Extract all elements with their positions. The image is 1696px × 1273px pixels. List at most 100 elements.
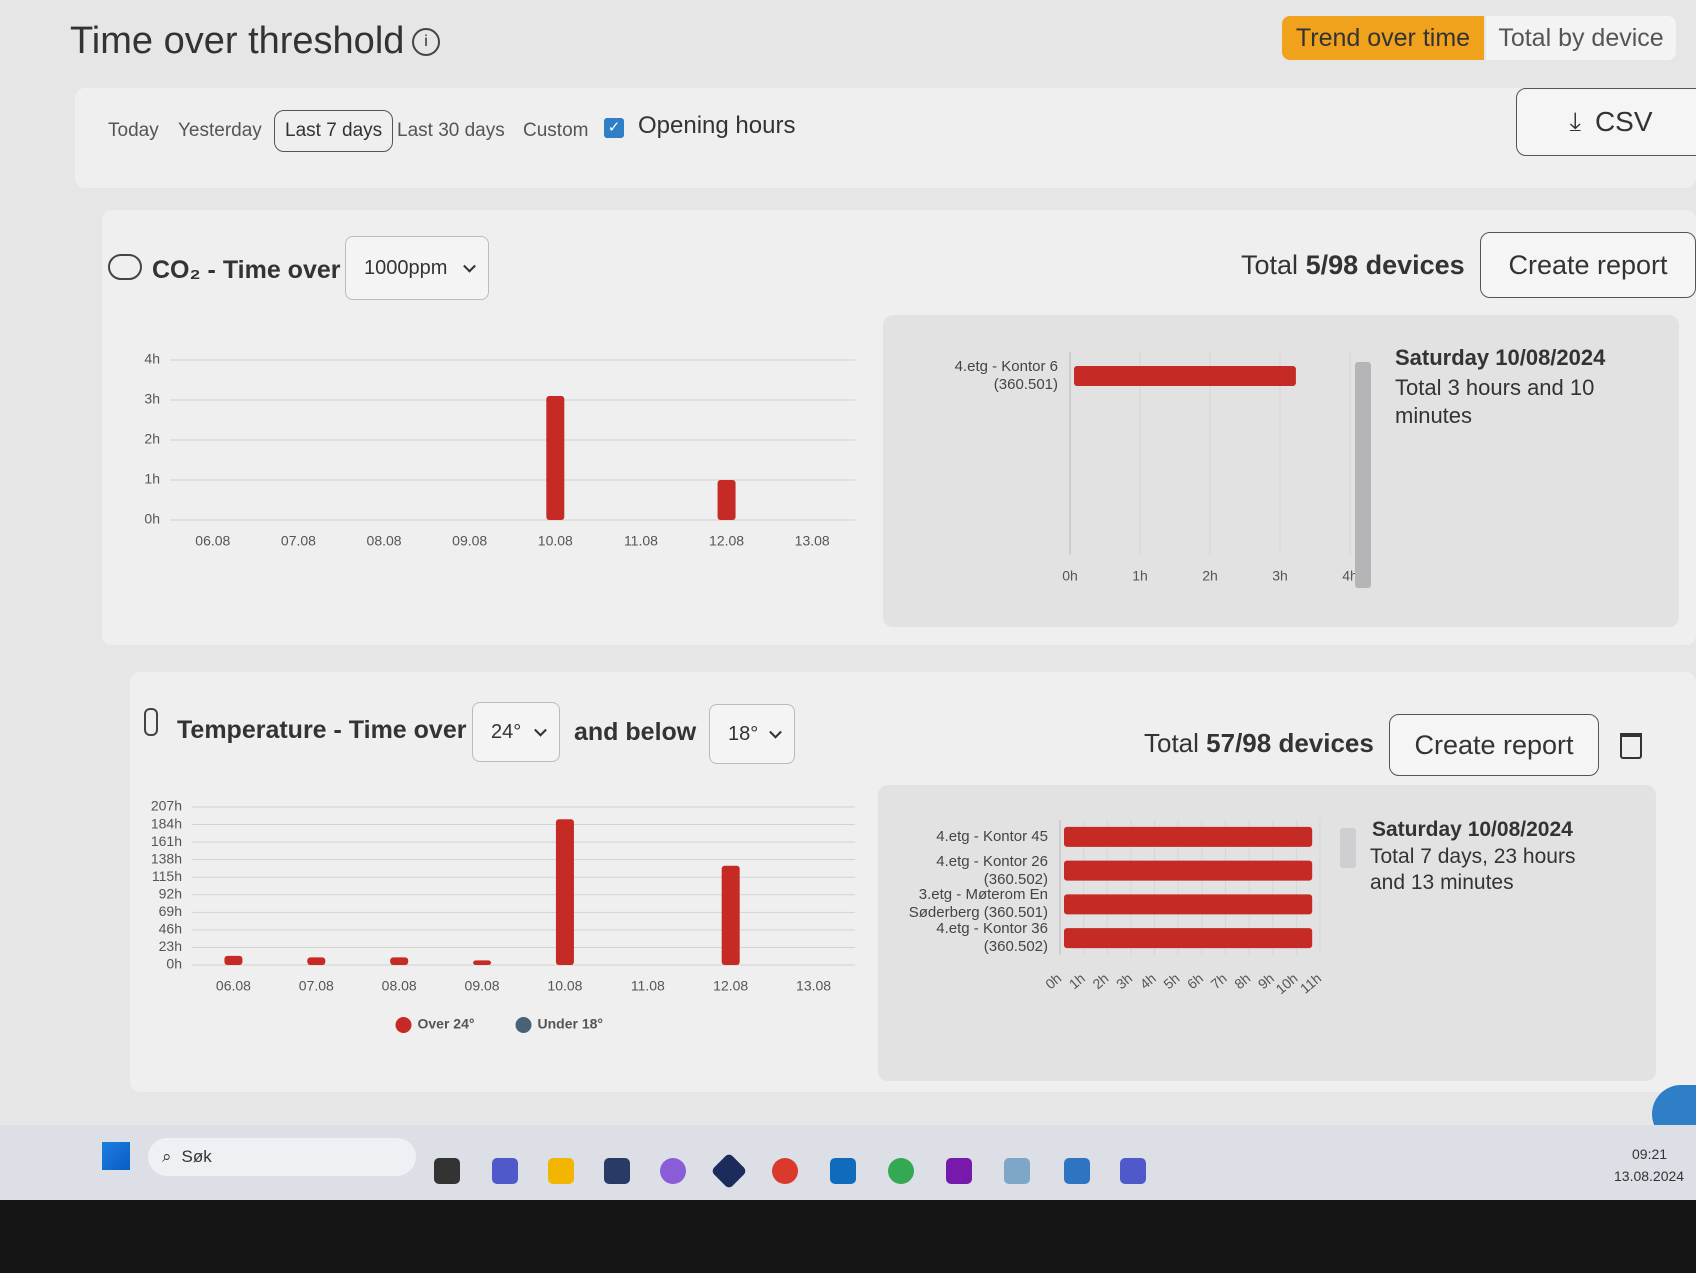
bar: [1064, 860, 1313, 881]
x-tick-label: 4h: [1137, 970, 1159, 992]
x-tick-label: 11.08: [631, 978, 665, 994]
bar: [546, 396, 565, 520]
y-tick-label: 3.etg - Møterom En Søderberg (360.501): [908, 887, 1048, 922]
upper-select[interactable]: 24°: [472, 702, 560, 762]
x-tick-label: 06.08: [195, 533, 230, 549]
app-icon[interactable]: [548, 1158, 574, 1184]
x-tick-label: 09.08: [465, 978, 500, 994]
checkbox-label[interactable]: Opening hours: [638, 112, 796, 139]
tooltip-text: Total 3 hours and 10 minutes: [1395, 375, 1595, 428]
tooltip-date: Saturday 10/08/2024: [1372, 818, 1573, 841]
x-tick-label: 06.08: [216, 978, 251, 994]
total-label: Total: [1144, 728, 1199, 758]
create-report-button[interactable]: Create report: [1480, 232, 1696, 298]
legend-label: Over 24°: [418, 1016, 475, 1032]
app-icon[interactable]: [830, 1158, 856, 1184]
legend-swatch: [515, 1017, 532, 1033]
range-option[interactable]: Yesterday: [178, 120, 262, 141]
x-tick-label: 4h: [1342, 568, 1358, 584]
tab[interactable]: Total by device: [1486, 16, 1676, 60]
y-tick-label: 184h: [151, 815, 182, 831]
co2-total: Total 5/98 devices: [1241, 250, 1465, 281]
app-icon[interactable]: [604, 1158, 630, 1184]
start-button[interactable]: [102, 1142, 130, 1170]
lower-select[interactable]: 18°: [709, 704, 795, 764]
search-label: Søk: [181, 1147, 212, 1166]
bar: [721, 865, 740, 965]
range-option-selected[interactable]: Last 7 days: [274, 110, 394, 152]
scrollbar[interactable]: [1340, 828, 1356, 868]
search-box[interactable]: ⌕ Søk: [148, 1138, 416, 1176]
y-tick-label: 4h: [144, 351, 160, 367]
y-tick-label: 0h: [166, 956, 182, 972]
clock-date: 13.08.2024: [1614, 1168, 1685, 1184]
y-tick-label: 2h: [144, 431, 160, 447]
app-icon[interactable]: [946, 1158, 972, 1184]
tab-active[interactable]: Trend over time: [1282, 16, 1484, 60]
co2-trend-chart: 0h 1h 2h 3h 4h 06.08 07.08 08.08 09.08 10.08 11.08…: [144, 351, 855, 549]
app-icon[interactable]: [660, 1158, 686, 1184]
checkbox[interactable]: ✓: [604, 118, 624, 138]
range-option[interactable]: Custom: [523, 120, 589, 141]
bar: [555, 819, 574, 965]
y-tick-label: 207h: [151, 798, 182, 814]
app-icon[interactable]: [888, 1158, 914, 1184]
screen-bezel: [0, 1200, 1696, 1273]
bar: [224, 955, 243, 965]
and-below: and below: [574, 718, 697, 746]
bar: [1064, 826, 1313, 847]
tooltip-text: Total 7 days, 23 hours and 13 minutes: [1370, 845, 1576, 894]
threshold-select[interactable]: 1000ppm: [345, 236, 489, 300]
x-tick-label: 09.08: [452, 533, 487, 549]
create-report-button[interactable]: Create report: [1389, 714, 1599, 776]
app-icon[interactable]: [1004, 1158, 1030, 1184]
app-icon[interactable]: [434, 1158, 460, 1184]
x-tick-label: 1h: [1066, 970, 1088, 992]
y-tick-label-box: 4.etg - Kontor 6 (360.501): [955, 358, 1058, 393]
temperature-title: Temperature - Time over: [177, 716, 467, 744]
y-tick-label: 46h: [159, 921, 182, 937]
x-tick-label: 11h: [1297, 970, 1324, 997]
csv-button[interactable]: ⤓ CSV: [1516, 88, 1696, 156]
range-option[interactable]: Today: [108, 120, 159, 141]
y-tick-label: 4.etg - Kontor 36 (360.502): [936, 921, 1048, 955]
y-tick-label-box: 4.etg - Kontor 36 (360.502): [936, 921, 1048, 955]
x-tick-label: 1h: [1132, 568, 1148, 584]
app-icon[interactable]: [772, 1158, 798, 1184]
y-tick-label: 4.etg - Kontor 26 (360.502): [936, 853, 1048, 888]
y-tick-label-box: 4.etg - Kontor 26 (360.502): [936, 853, 1048, 888]
x-tick-label: 9h: [1255, 970, 1277, 992]
temperature-total: Total 57/98 devices: [1144, 728, 1374, 759]
x-tick-label: 07.08: [299, 978, 334, 994]
range-option[interactable]: Last 30 days: [397, 120, 505, 141]
y-tick-label: 0h: [144, 511, 160, 527]
x-tick-label: 3h: [1113, 970, 1135, 992]
app-icon[interactable]: [1120, 1158, 1146, 1184]
x-tick-label: 2h: [1089, 970, 1111, 992]
co2-device-chart: 0h 1h 2h 3h 4h 4.etg - Kontor 6 (360.501): [955, 352, 1358, 584]
y-tick-label-box: 3.etg - Møterom En Søderberg (360.501): [908, 887, 1048, 922]
bar: [1074, 366, 1296, 386]
y-tick-label: 4.etg - Kontor 45: [936, 827, 1048, 845]
csv-label: CSV: [1594, 106, 1653, 137]
bar: [307, 957, 326, 965]
co2-title: CO₂ - Time over: [152, 256, 341, 284]
app-icon[interactable]: [1064, 1158, 1090, 1184]
y-tick-label: 161h: [151, 833, 182, 849]
total-label: Total: [1241, 250, 1299, 280]
x-tick-label: 12.08: [713, 978, 748, 994]
y-tick-label: 138h: [151, 850, 182, 866]
x-tick-label: 8h: [1231, 970, 1253, 992]
scrollbar[interactable]: [1355, 362, 1371, 588]
tooltip-date: Saturday 10/08/2024: [1395, 345, 1606, 370]
x-tick-label: 3h: [1272, 568, 1288, 584]
delete-icon[interactable]: [1620, 733, 1642, 759]
legend-label: Under 18°: [538, 1016, 604, 1032]
app-icon[interactable]: [492, 1158, 518, 1184]
info-icon[interactable]: i: [412, 28, 440, 56]
page-title: Time over threshold: [70, 20, 405, 62]
x-tick-label: 5h: [1160, 970, 1182, 992]
filter-bar: [75, 88, 1696, 188]
